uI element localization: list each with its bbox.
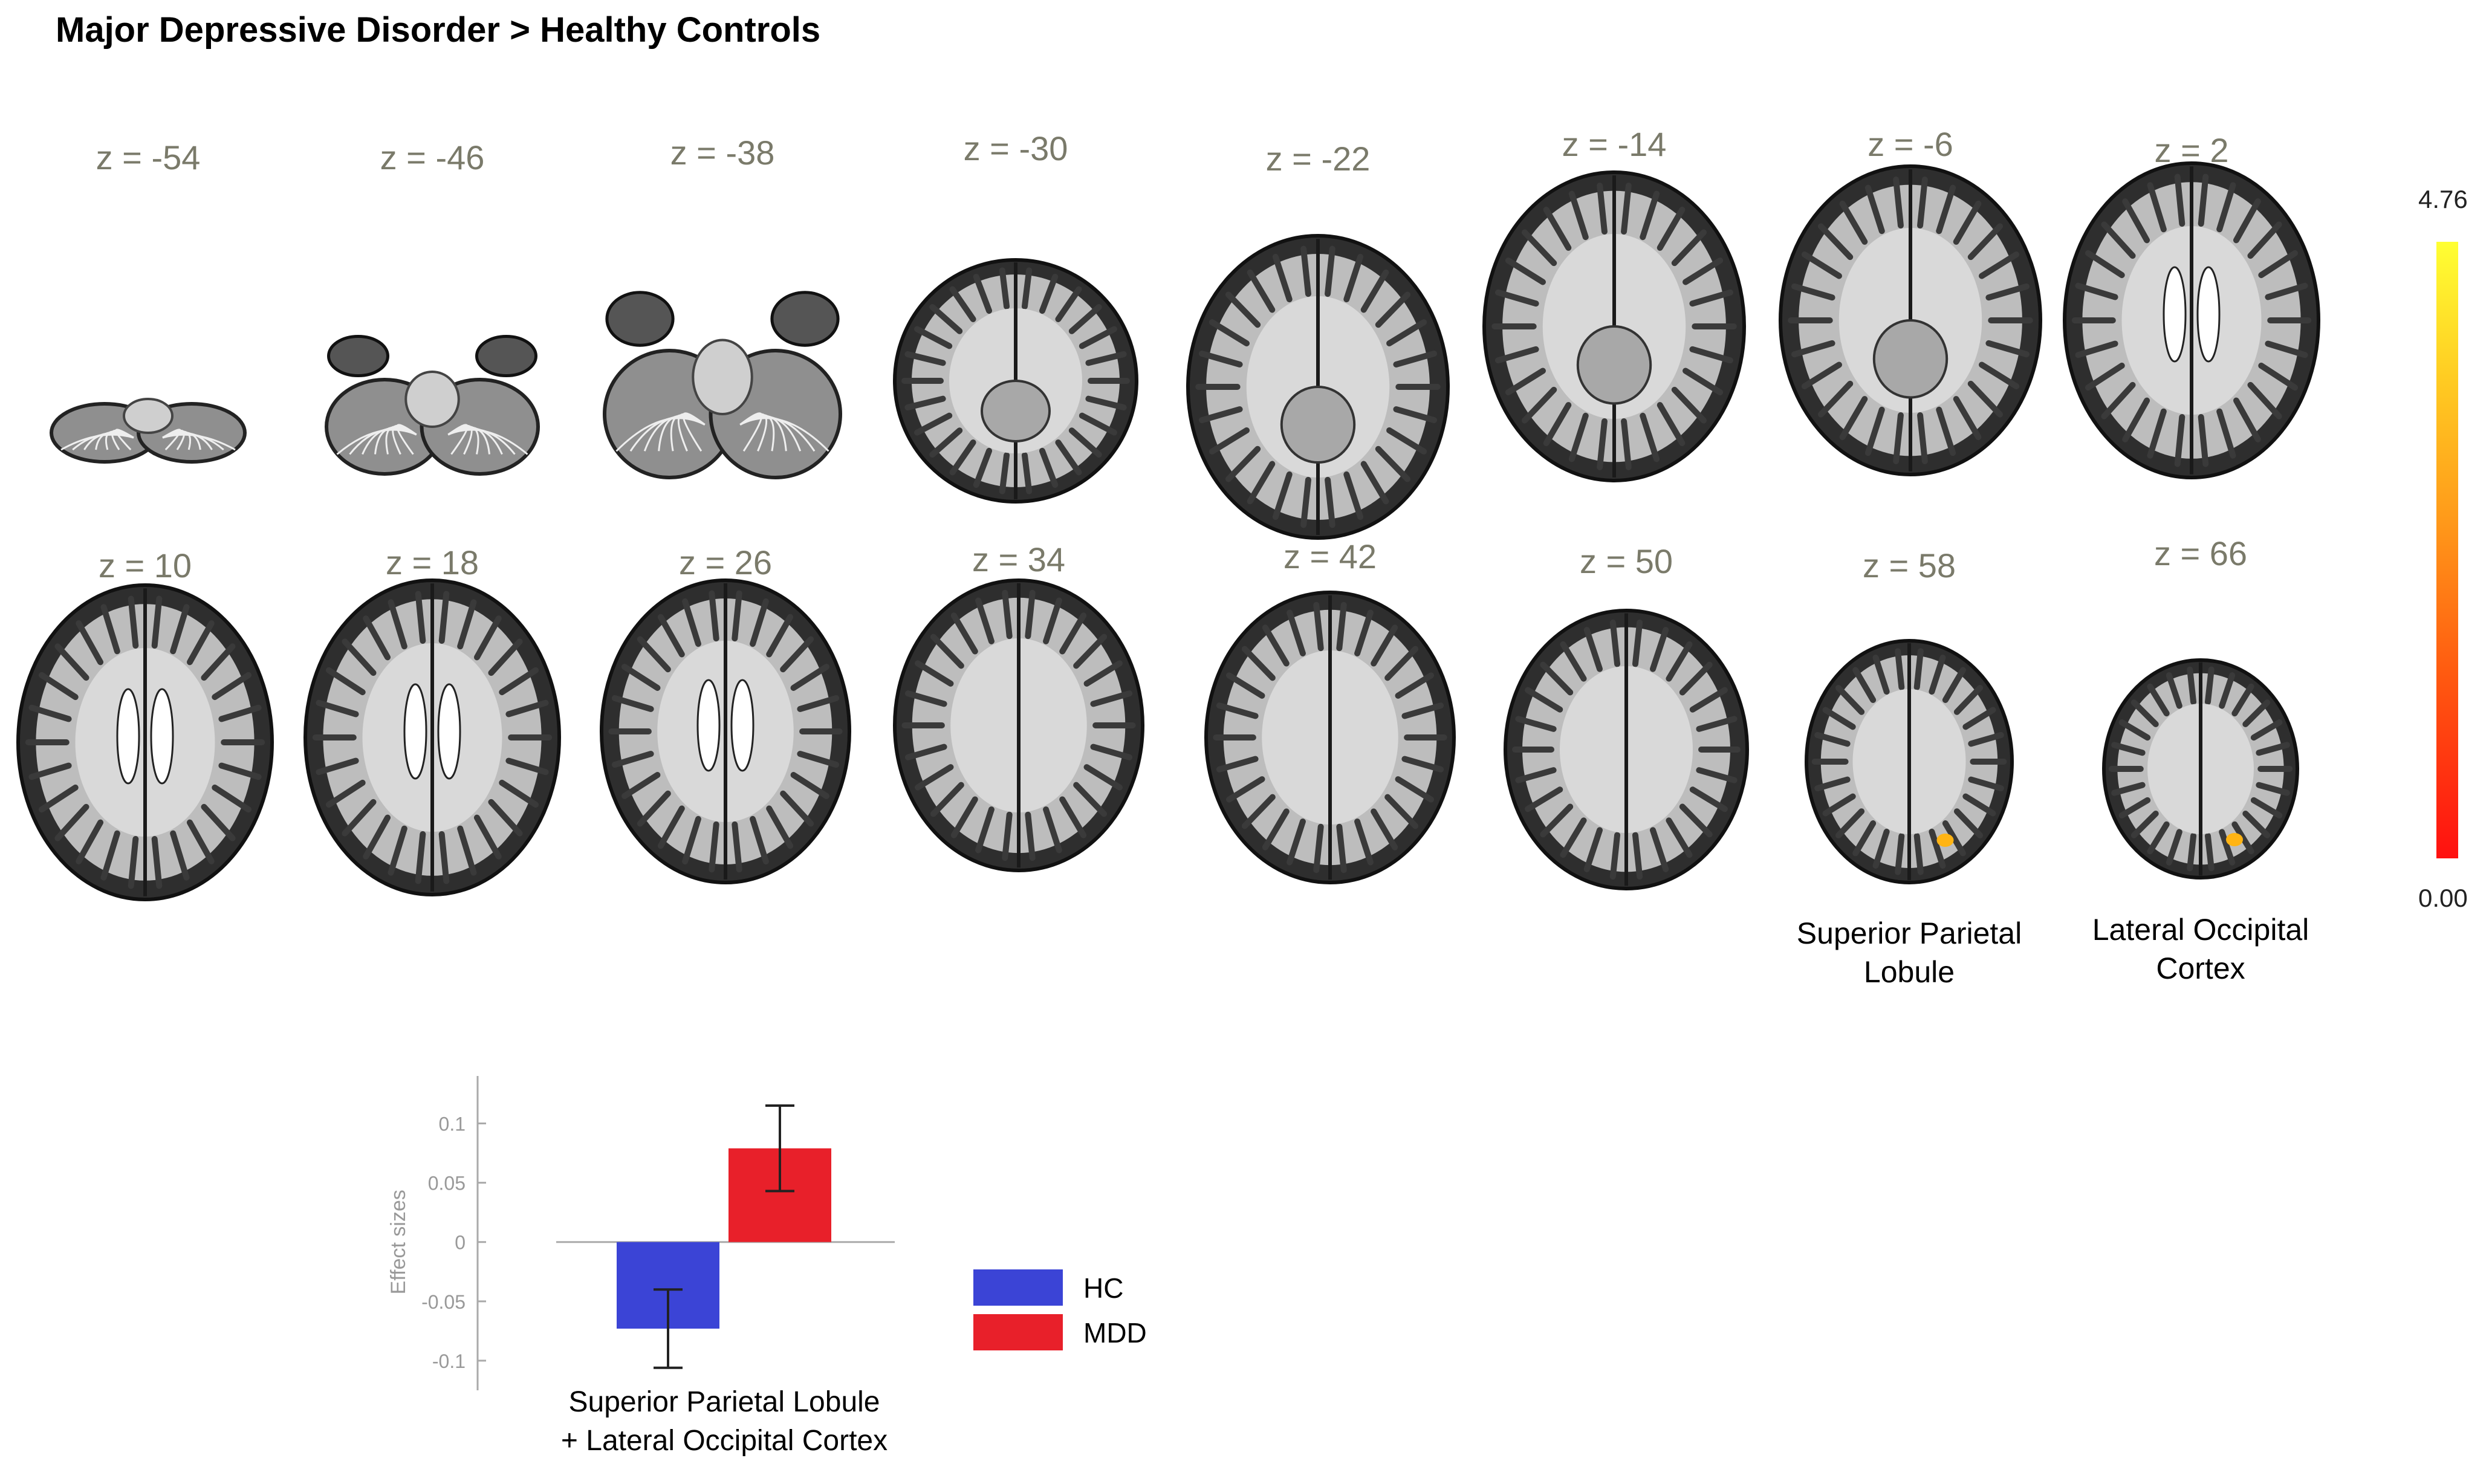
brain-slice-row1-3 <box>603 291 842 479</box>
slice-z-label-row1-1: z = -54 <box>96 138 201 177</box>
slice-z-label-row1-7: z = -6 <box>1868 125 1953 163</box>
effect-size-chart: 0.1 0.05 0 -0.05 -0.1 Effect sizes <box>363 1064 967 1430</box>
slice-z-label-row2-2: z = 18 <box>385 543 479 582</box>
slice-z-label-row2-5: z = 42 <box>1283 537 1377 575</box>
brain-slice-row1-5 <box>1186 234 1450 540</box>
brain-slice-row2-2 <box>303 578 561 896</box>
brain-slice-row2-6 <box>1504 609 1749 890</box>
slice-z-label-row2-3: z = 26 <box>678 543 773 582</box>
brain-slice-row2-8 <box>2102 658 2299 880</box>
slice-z-label-row1-3: z = -38 <box>670 134 775 172</box>
legend-swatch-hc <box>973 1269 1063 1306</box>
colorbar-min-label: 0.00 <box>2418 884 2468 912</box>
brain-slice-row1-4 <box>893 258 1138 504</box>
region-label-superior-parietal: Superior Parietal Lobule <box>1796 916 2022 989</box>
slice-z-label-row2-6: z = 50 <box>1579 542 1673 580</box>
brain-slice-row1-7 <box>1779 164 2042 476</box>
brain-slice-row2-4 <box>893 578 1144 872</box>
legend-label-mdd: MDD <box>1083 1317 1147 1349</box>
colorbar <box>2436 242 2458 858</box>
y-tick-label: 0.1 <box>439 1113 466 1135</box>
y-tick-label: -0.05 <box>421 1291 466 1313</box>
activation-blob <box>1936 834 1954 847</box>
slice-z-label-row1-8: z = 2 <box>2154 131 2229 169</box>
chart-category-label: Superior Parietal Lobule + Lateral Occip… <box>560 1386 888 1457</box>
y-tick-label: 0.05 <box>428 1173 466 1194</box>
legend-item-hc: HC <box>973 1269 1215 1306</box>
slice-z-label-row1-4: z = -30 <box>963 129 1068 167</box>
slice-z-label-row1-6: z = -14 <box>1562 125 1667 163</box>
legend-item-mdd: MDD <box>973 1314 1215 1350</box>
brain-slice-row1-6 <box>1482 170 1746 482</box>
legend-label-hc: HC <box>1083 1272 1124 1304</box>
slice-z-label-row2-1: z = 10 <box>98 546 192 585</box>
brain-slice-row2-7 <box>1805 639 2014 884</box>
brain-slice-row1-2 <box>325 335 540 476</box>
figure-title: Major Depressive Disorder > Healthy Cont… <box>56 10 821 50</box>
brain-slice-row2-1 <box>16 583 274 901</box>
y-tick-label: 0 <box>455 1232 466 1254</box>
brain-slice-row1-1 <box>50 398 247 464</box>
chart-plot: 0.1 0.05 0 -0.05 -0.1 Effect sizes <box>387 1076 895 1390</box>
brain-slice-row1-8 <box>2063 161 2320 479</box>
brain-slice-row2-5 <box>1204 591 1456 884</box>
y-tick-label: -0.1 <box>432 1350 466 1372</box>
brain-slice-row2-3 <box>600 578 851 884</box>
slice-z-label-row2-8: z = 66 <box>2153 534 2248 572</box>
activation-blob <box>2226 833 2243 846</box>
y-axis-label: Effect sizes <box>387 1190 410 1294</box>
slice-z-label-row2-7: z = 58 <box>1862 546 1956 585</box>
region-label-lateral-occipital: Lateral Occipital Cortex <box>2092 913 2309 985</box>
slice-z-label-row1-5: z = -22 <box>1265 140 1371 178</box>
slice-z-label-row1-2: z = -46 <box>380 138 485 177</box>
legend-swatch-mdd <box>973 1314 1063 1350</box>
colorbar-max-label: 4.76 <box>2418 185 2468 213</box>
slice-z-label-row2-4: z = 34 <box>972 540 1066 578</box>
